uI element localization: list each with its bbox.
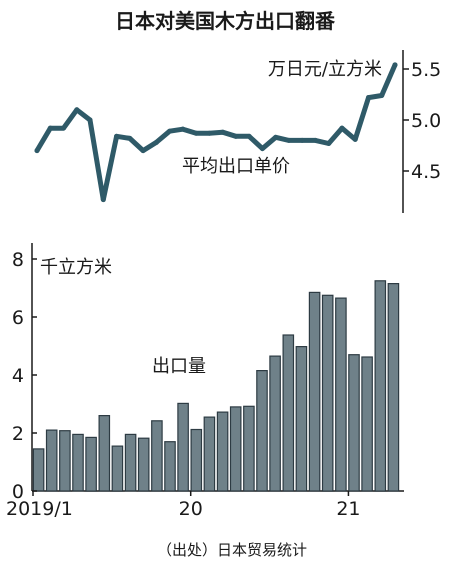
- price-point: [87, 117, 93, 123]
- price-point: [47, 125, 53, 131]
- volume-bar: [282, 334, 295, 492]
- source-note: （出处）日本贸易统计: [157, 541, 307, 559]
- price-point: [286, 137, 292, 143]
- volume-bar: [256, 370, 268, 492]
- price-point: [339, 125, 345, 131]
- volume-unit-label: 千立方米: [40, 257, 112, 278]
- price-point: [127, 135, 133, 141]
- volume-bar: [243, 405, 255, 492]
- price-point: [220, 129, 226, 135]
- volume-bar: [203, 416, 216, 492]
- volume-bar: [229, 406, 242, 492]
- volume-bar: [387, 283, 400, 492]
- price-point: [273, 134, 279, 140]
- volume-y-tick-label: 8: [12, 249, 24, 271]
- volume-bar: [111, 445, 124, 492]
- price-point: [259, 146, 265, 152]
- price-point: [352, 136, 358, 142]
- price-point: [299, 137, 305, 143]
- chart-title: 日本对美国木方出口翻番: [115, 9, 336, 33]
- volume-x-tick-label: 21: [336, 498, 360, 520]
- price-y-tick-label: 5.0: [411, 110, 441, 132]
- volume-bar: [374, 280, 387, 492]
- volume-bar: [295, 346, 308, 492]
- volume-bar: [177, 402, 189, 492]
- volume-y-tick-label: 4: [12, 365, 24, 387]
- volume-bar: [98, 415, 111, 492]
- price-point: [365, 95, 371, 101]
- price-point: [61, 125, 67, 131]
- volume-x-tick-label: 20: [179, 498, 203, 520]
- price-point: [153, 139, 159, 145]
- volume-bar: [72, 433, 84, 492]
- volume-bar: [151, 420, 163, 492]
- volume-bar-chart: 0 2 4 6 8 2019/1 20 21 千立方米 出口量: [6, 243, 404, 520]
- volume-bar: [335, 297, 347, 492]
- price-series-line: [34, 62, 398, 203]
- volume-y-tick-label: 2: [12, 423, 24, 445]
- volume-x-tick-label: 2019/1: [6, 498, 73, 520]
- volume-bar: [45, 429, 58, 492]
- price-point: [140, 148, 146, 154]
- price-point: [379, 93, 385, 99]
- price-y-tick-label: 4.5: [411, 161, 441, 183]
- volume-bar: [321, 294, 334, 492]
- price-point: [312, 137, 318, 143]
- price-y-tick-label: 5.5: [411, 59, 441, 81]
- price-point: [206, 130, 212, 136]
- volume-bar: [124, 433, 137, 492]
- price-point: [74, 107, 80, 113]
- price-point: [193, 130, 199, 136]
- price-series-label: 平均出口单价: [182, 156, 290, 177]
- volume-y-tick-label: 0: [12, 481, 24, 503]
- price-point: [326, 140, 332, 146]
- volume-bar: [348, 354, 360, 492]
- price-point: [114, 133, 120, 139]
- price-unit-label: 万日元/立方米: [268, 59, 382, 80]
- volume-bar: [59, 430, 71, 492]
- volume-bar: [269, 355, 281, 492]
- volume-series-label: 出口量: [152, 356, 206, 377]
- volume-bar: [85, 436, 97, 492]
- volume-bar: [137, 437, 150, 492]
- price-point: [167, 128, 173, 134]
- price-line-chart: 4.5 5.0 5.5 万日元/立方米 平均出口单价: [34, 50, 441, 213]
- volume-bar: [361, 356, 373, 492]
- price-point: [180, 126, 186, 132]
- volume-bar: [216, 411, 229, 492]
- volume-y-tick-label: 6: [12, 307, 24, 329]
- volume-bar: [164, 441, 176, 492]
- price-point: [392, 62, 398, 68]
- price-point: [34, 148, 40, 154]
- price-point: [246, 133, 252, 139]
- volume-bar: [308, 291, 321, 492]
- price-point: [100, 197, 106, 203]
- volume-bar: [32, 448, 45, 492]
- price-point: [233, 133, 239, 139]
- volume-bar: [190, 428, 203, 492]
